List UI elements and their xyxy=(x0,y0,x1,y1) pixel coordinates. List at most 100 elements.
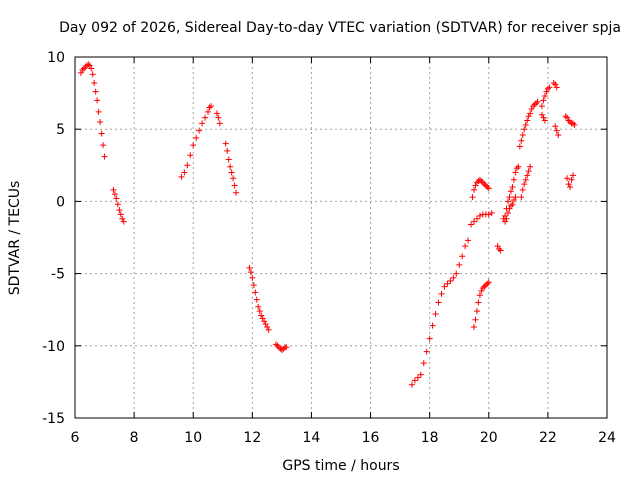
data-point xyxy=(456,261,463,268)
data-point xyxy=(222,140,229,147)
data-point xyxy=(568,176,575,183)
data-point xyxy=(506,194,513,201)
series-arc9 xyxy=(471,279,492,331)
y-tick-label: -10 xyxy=(42,339,65,355)
x-tick-label: 20 xyxy=(480,430,498,446)
data-point xyxy=(414,374,421,381)
data-point xyxy=(259,315,266,322)
data-point xyxy=(258,312,265,319)
x-axis-ticks: 6 8 10 12 14 16 18 20 22 24 xyxy=(71,57,616,446)
data-point xyxy=(114,201,121,208)
data-point xyxy=(178,173,185,180)
data-point xyxy=(494,243,501,250)
data-point xyxy=(441,283,448,290)
series-arc18 xyxy=(538,111,548,124)
data-point xyxy=(476,176,483,183)
data-point xyxy=(255,303,262,310)
data-point xyxy=(513,165,520,172)
data-point xyxy=(233,189,240,196)
data-point xyxy=(553,127,560,134)
data-point xyxy=(565,117,572,124)
data-point xyxy=(101,153,108,160)
data-point xyxy=(484,280,491,287)
data-point xyxy=(521,181,528,188)
data-point xyxy=(527,163,534,170)
data-point xyxy=(420,360,427,367)
data-point xyxy=(488,209,495,216)
data-point xyxy=(538,111,545,118)
x-tick-label: 6 xyxy=(71,430,80,446)
data-point xyxy=(475,299,482,306)
data-point xyxy=(504,209,511,216)
data-point xyxy=(504,198,511,205)
data-point xyxy=(562,113,569,120)
series-arc11 xyxy=(468,209,495,228)
y-tick-label: 0 xyxy=(56,194,65,210)
data-point xyxy=(507,188,514,195)
data-point xyxy=(540,114,547,121)
series-arc14 xyxy=(502,194,519,225)
data-point xyxy=(283,344,290,351)
data-point xyxy=(484,183,491,190)
data-point xyxy=(459,253,466,260)
data-point xyxy=(246,264,253,271)
data-point xyxy=(531,101,538,108)
data-point xyxy=(540,97,547,104)
series-arc1 xyxy=(77,61,108,160)
data-point xyxy=(502,218,509,225)
series-arc16 xyxy=(518,163,534,201)
data-point xyxy=(469,194,476,201)
data-point xyxy=(571,121,578,128)
series-arc21 xyxy=(562,113,578,128)
series-arc19 xyxy=(550,79,560,91)
data-point xyxy=(525,168,532,175)
data-point xyxy=(206,104,213,111)
data-point xyxy=(509,183,516,190)
data-point xyxy=(205,108,211,115)
data-point xyxy=(522,121,529,128)
data-point xyxy=(522,176,529,183)
x-tick-label: 8 xyxy=(130,430,139,446)
data-point xyxy=(215,114,222,121)
data-point xyxy=(85,61,92,68)
data-point xyxy=(216,120,223,127)
data-point xyxy=(196,127,203,134)
data-point xyxy=(91,79,98,86)
x-tick-label: 14 xyxy=(303,430,321,446)
y-axis-label: SDTVAR / TECUs xyxy=(7,181,23,296)
data-point xyxy=(190,142,197,149)
data-point xyxy=(432,311,439,318)
series-arc22 xyxy=(564,172,577,190)
data-point xyxy=(479,179,486,186)
data-point xyxy=(510,176,517,183)
data-point xyxy=(512,169,519,176)
data-point xyxy=(481,283,488,290)
data-point xyxy=(473,308,480,315)
data-point xyxy=(519,186,526,193)
data-point xyxy=(426,335,433,342)
series-arc4 xyxy=(213,110,223,127)
data-point xyxy=(515,163,522,170)
data-point xyxy=(555,131,562,138)
data-point xyxy=(89,71,96,78)
data-point xyxy=(544,85,551,92)
data-point xyxy=(550,79,557,86)
data-point xyxy=(249,274,256,281)
data-point xyxy=(119,215,126,222)
data-point xyxy=(247,269,254,276)
x-tick-label: 16 xyxy=(362,430,380,446)
data-point xyxy=(453,270,460,277)
data-point xyxy=(88,65,95,72)
data-point xyxy=(471,186,477,193)
data-point xyxy=(262,321,269,328)
data-point xyxy=(472,182,479,189)
data-point xyxy=(465,237,472,244)
data-point xyxy=(253,296,260,303)
data-point xyxy=(565,181,572,188)
series-arc5 xyxy=(222,140,240,196)
data-point xyxy=(224,147,231,154)
y-tick-label: -5 xyxy=(51,267,65,283)
data-point xyxy=(546,84,553,91)
data-point xyxy=(570,120,577,127)
data-point xyxy=(527,110,534,117)
